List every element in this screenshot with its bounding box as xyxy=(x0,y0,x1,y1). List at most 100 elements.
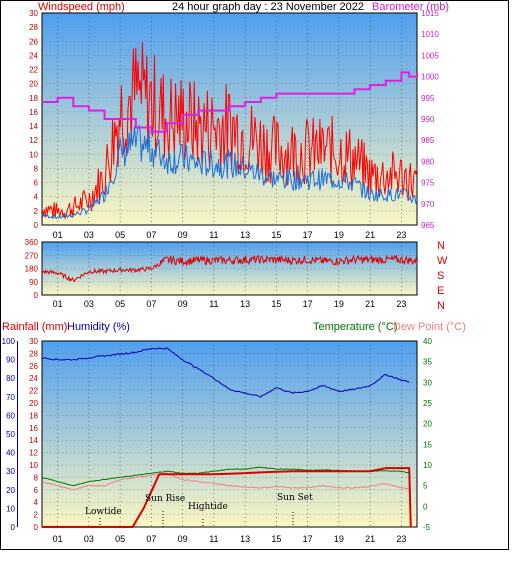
wind-y-tick: 26 xyxy=(29,37,38,46)
x-tick-label: 19 xyxy=(334,230,344,240)
humidity-y-tick: 0 xyxy=(11,523,16,532)
temperature-y-tick: 35 xyxy=(423,358,432,367)
baro-y-tick-labels: 965 970 975 980 985 990 995 1000 1005 1010 1015 xyxy=(421,9,439,230)
wind-y-tick: 10 xyxy=(29,150,38,159)
temperature-y-tick: 10 xyxy=(423,461,432,470)
rain-y-tick: 22 xyxy=(29,387,38,396)
lowtide-label: Lowtide xyxy=(85,507,122,517)
x-tick-label: 07 xyxy=(146,534,156,544)
direction-series xyxy=(41,254,418,283)
direction-x-tick-labels: 01 03 05 07 09 11 13 15 17 19 21 23 xyxy=(53,299,407,309)
temperature-y-tick: -5 xyxy=(423,523,431,532)
direction-y-tick-labels: 0 90 180 270 360 xyxy=(25,238,39,300)
direction-y-tick: 270 xyxy=(25,251,39,260)
lowtide-marker: Lowtide xyxy=(85,507,122,527)
baro-y-tick: 965 xyxy=(421,221,435,230)
x-tick-label: 03 xyxy=(84,230,94,240)
direction-panel-grid xyxy=(42,242,417,295)
wind-direction-line xyxy=(41,254,418,283)
x-tick-label: 15 xyxy=(271,230,281,240)
wind-y-tick: 30 xyxy=(29,9,38,18)
climate-x-tick-labels: 01 03 05 07 09 11 13 15 17 19 21 23 xyxy=(53,534,407,544)
rain-y-tick: 20 xyxy=(29,399,38,408)
x-tick-label: 05 xyxy=(115,534,125,544)
temperature-y-tick: 40 xyxy=(423,337,432,346)
windspeed-gust-line xyxy=(41,42,418,221)
x-tick-label: 21 xyxy=(365,299,375,309)
wind-y-tick: 0 xyxy=(34,221,39,230)
wind-panel-bg xyxy=(41,12,418,226)
wind-y-tick: 8 xyxy=(34,164,39,173)
compass-label: E xyxy=(437,285,444,297)
humidity-y-tick-labels: 0 10 20 30 40 50 60 70 80 90 100 xyxy=(2,337,16,532)
compass-label: N xyxy=(437,300,445,312)
x-tick-label: 09 xyxy=(178,299,188,309)
baro-y-tick: 985 xyxy=(421,136,435,145)
x-tick-label: 21 xyxy=(365,230,375,240)
sunrise-marker: Sun Rise xyxy=(145,494,185,527)
x-tick-label: 01 xyxy=(53,230,63,240)
x-tick-label: 19 xyxy=(334,534,344,544)
rain-y-tick: 16 xyxy=(29,424,38,433)
temperature-y-tick: 25 xyxy=(423,399,432,408)
x-tick-label: 21 xyxy=(365,534,375,544)
wind-series xyxy=(41,42,418,221)
x-tick-label: 15 xyxy=(271,299,281,309)
temperature-y-tick: 30 xyxy=(423,378,432,387)
x-tick-label: 05 xyxy=(115,230,125,240)
baro-y-tick: 975 xyxy=(421,179,435,188)
wind-y-tick: 16 xyxy=(29,108,38,117)
humidity-axis-title: Humidity (%) xyxy=(67,321,130,333)
humidity-y-tick: 60 xyxy=(6,411,15,420)
wind-y-tick: 22 xyxy=(29,66,38,75)
baro-y-tick: 1015 xyxy=(421,9,439,18)
rain-y-tick: 18 xyxy=(29,411,38,420)
x-tick-label: 01 xyxy=(53,299,63,309)
climate-panel-bg xyxy=(41,340,418,528)
x-tick-label: 17 xyxy=(303,299,313,309)
temperature-axis-title: Temperature (°C) xyxy=(313,321,397,333)
x-tick-label: 07 xyxy=(146,230,156,240)
baro-y-tick: 1000 xyxy=(421,73,439,82)
humidity-y-tick: 80 xyxy=(6,374,15,383)
x-tick-label: 13 xyxy=(240,230,250,240)
wind-y-tick: 20 xyxy=(29,80,38,89)
rain-y-tick: 0 xyxy=(34,523,39,532)
rain-y-tick: 6 xyxy=(34,486,39,495)
rain-y-tick: 8 xyxy=(34,473,39,482)
hightide-marker: Hightide xyxy=(188,502,228,527)
x-tick-label: 03 xyxy=(84,534,94,544)
x-tick-label: 23 xyxy=(396,534,406,544)
baro-y-tick: 970 xyxy=(421,200,435,209)
wind-y-tick: 6 xyxy=(34,179,39,188)
climate-panel-grid xyxy=(42,341,417,527)
baro-y-tick: 990 xyxy=(421,115,435,124)
wind-y-tick: 28 xyxy=(29,23,38,32)
climate-series xyxy=(41,347,412,528)
chart-title: 24 hour graph day : 23 November 2022 xyxy=(172,1,364,13)
wind-y-tick: 2 xyxy=(34,207,39,216)
dew-point-line xyxy=(42,472,410,491)
x-tick-label: 09 xyxy=(178,230,188,240)
wind-y-tick: 18 xyxy=(29,94,38,103)
baro-y-tick: 1010 xyxy=(421,30,439,39)
x-tick-label: 13 xyxy=(240,534,250,544)
x-tick-label: 11 xyxy=(209,299,218,309)
baro-y-tick: 980 xyxy=(421,157,435,166)
x-tick-label: 11 xyxy=(209,534,218,544)
rain-y-tick: 28 xyxy=(29,349,38,358)
temperature-y-tick: 15 xyxy=(423,440,432,449)
direction-panel-bg xyxy=(41,241,418,296)
x-tick-label: 01 xyxy=(53,534,63,544)
rain-y-tick: 4 xyxy=(34,498,39,507)
x-tick-label: 09 xyxy=(178,534,188,544)
dew-axis-title: Dew Point (°C) xyxy=(393,321,466,333)
direction-y-tick: 90 xyxy=(29,278,38,287)
humidity-y-tick: 100 xyxy=(2,337,16,346)
direction-y-tick: 360 xyxy=(25,238,39,247)
baro-axis-title: Barometer (mb) xyxy=(372,1,449,13)
outer-border xyxy=(0,0,509,550)
